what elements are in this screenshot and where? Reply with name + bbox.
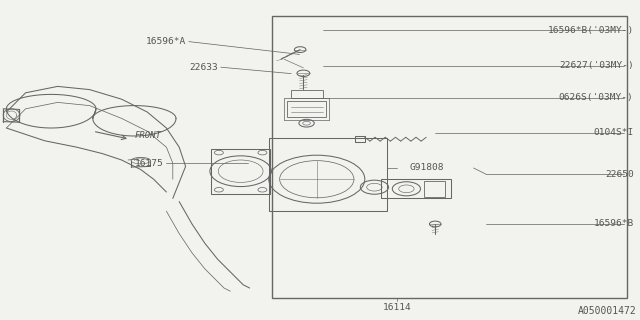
Text: G91808: G91808 xyxy=(410,164,444,172)
Text: 16114: 16114 xyxy=(383,303,411,312)
Text: 16596*A: 16596*A xyxy=(145,37,186,46)
Bar xyxy=(287,101,326,117)
Bar xyxy=(355,136,365,142)
Text: A050001472: A050001472 xyxy=(578,306,637,316)
Text: 16596*B: 16596*B xyxy=(593,220,634,228)
Bar xyxy=(381,179,451,198)
Text: 22650: 22650 xyxy=(605,170,634,179)
Text: 22627('03MY-): 22627('03MY-) xyxy=(559,61,634,70)
Text: 0626S('03MY-): 0626S('03MY-) xyxy=(559,93,634,102)
Text: 22633: 22633 xyxy=(189,63,218,72)
Bar xyxy=(269,138,387,211)
Bar xyxy=(211,149,270,194)
Text: 16596*B('03MY-): 16596*B('03MY-) xyxy=(547,26,634,35)
Text: 16175: 16175 xyxy=(134,159,163,168)
Bar xyxy=(424,181,445,197)
Text: FRONT: FRONT xyxy=(134,132,161,140)
Text: 0104S*I: 0104S*I xyxy=(593,128,634,137)
Bar xyxy=(291,90,323,98)
Bar xyxy=(272,16,627,298)
